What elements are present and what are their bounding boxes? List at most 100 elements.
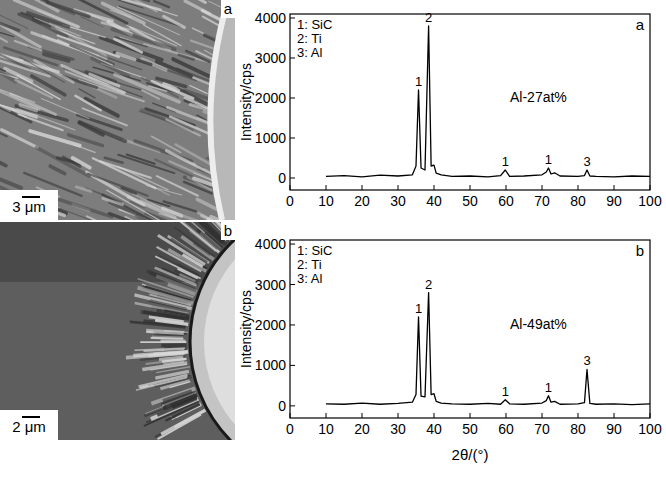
sem-texture (117, 0, 161, 10)
x-tick (614, 413, 615, 418)
x-tick (614, 185, 615, 190)
sem-texture (69, 135, 103, 146)
sem-texture (36, 147, 89, 176)
plot-data (326, 293, 650, 405)
sem-texture (154, 1, 169, 7)
figure: a3 μmb2 μm010203040506070809010001000200… (0, 0, 666, 477)
x-tick-label: 10 (318, 193, 334, 209)
sem-texture (75, 96, 100, 110)
peak-label: 3 (583, 154, 590, 169)
x-tick-label: 100 (638, 193, 662, 209)
x-tick-label: 20 (354, 193, 370, 209)
plot-frame (290, 14, 650, 190)
x-tick (434, 185, 435, 190)
x-tick (650, 185, 651, 190)
sem-texture (86, 99, 118, 116)
y-tick (290, 244, 295, 245)
x-tick-label: 0 (286, 421, 294, 437)
y-tick (290, 138, 295, 139)
x-tick (470, 185, 471, 190)
sem-texture (88, 174, 147, 196)
sem-ground (0, 222, 235, 282)
micrograph (0, 0, 235, 220)
sem-texture (151, 337, 184, 340)
sem-texture (103, 198, 123, 204)
x-tick (290, 185, 291, 190)
x-tick (650, 413, 651, 418)
sem-texture (0, 23, 19, 30)
key-entry: 3: Al (297, 271, 322, 286)
sem-texture (103, 3, 144, 23)
x-tick (578, 413, 579, 418)
micrograph (0, 222, 235, 440)
sem-texture (70, 45, 114, 64)
x-tick (578, 185, 579, 190)
key-entry: 1: SiC (297, 17, 332, 32)
scale-label: 3 μm (12, 198, 46, 215)
x-tick (434, 413, 435, 418)
sem-texture (0, 60, 50, 76)
peak-label: 1 (502, 384, 509, 399)
sem-texture (0, 82, 35, 102)
sem-texture (191, 0, 205, 3)
sem-texture (135, 348, 186, 350)
label-box (221, 222, 235, 240)
y-tick (290, 405, 295, 406)
sem-texture (150, 300, 187, 309)
sem-texture (157, 310, 189, 316)
x-tick-label: 30 (390, 193, 406, 209)
sem-texture (172, 404, 200, 417)
sem-texture (81, 17, 103, 27)
sem-texture (117, 53, 135, 59)
x-tick (506, 185, 507, 190)
x-tick (362, 185, 363, 190)
peak-label: 1 (502, 154, 509, 169)
chart: 010203040506070809010001000200030004000I… (238, 10, 662, 209)
sem-texture (130, 202, 144, 208)
sem-texture (136, 377, 187, 390)
y-axis-title: Intensity/cps (238, 63, 254, 141)
xrd-line (326, 293, 650, 405)
sem-texture (20, 105, 36, 110)
sem-texture (171, 239, 207, 263)
sem-texture (127, 25, 155, 40)
sem-texture (163, 361, 184, 364)
sem-texture (76, 187, 91, 191)
sem-ground (0, 0, 235, 220)
sem-texture (139, 375, 188, 386)
sample-label: Al-49at% (510, 316, 567, 332)
peak-label: 1 (545, 152, 552, 167)
y-tick (290, 98, 295, 99)
sem-texture (2, 130, 37, 148)
peak-label: 2 (425, 277, 432, 292)
peak-label: 1 (415, 301, 422, 316)
sem-texture (159, 214, 204, 220)
x-tick-label: 40 (426, 193, 442, 209)
sem-texture (79, 122, 125, 141)
sem-texture (47, 2, 88, 16)
sem-texture (168, 250, 206, 272)
sem-texture (120, 0, 157, 11)
sem-texture (190, 86, 207, 94)
x-tick (542, 185, 543, 190)
plot-frame (290, 240, 650, 418)
x-tick (506, 413, 507, 418)
x-tick-label: 100 (638, 421, 662, 437)
x-tick-label: 50 (462, 421, 478, 437)
sem-texture (205, 232, 222, 247)
sem-texture (50, 166, 64, 174)
sem-texture (15, 0, 79, 27)
peak-label: 1 (545, 380, 552, 395)
x-tick-label: 10 (318, 421, 334, 437)
label-box (221, 0, 235, 18)
sem-texture (184, 222, 225, 243)
x-tick-label: 70 (534, 193, 550, 209)
key-entry: 3: Al (297, 45, 322, 60)
sem-texture (152, 336, 183, 340)
peak-label: 3 (583, 353, 590, 368)
x-tick-label: 40 (426, 421, 442, 437)
y-tick-label: 0 (278, 398, 286, 414)
y-tick (290, 365, 295, 366)
x-tick-label: 30 (390, 421, 406, 437)
y-tick (290, 18, 295, 19)
